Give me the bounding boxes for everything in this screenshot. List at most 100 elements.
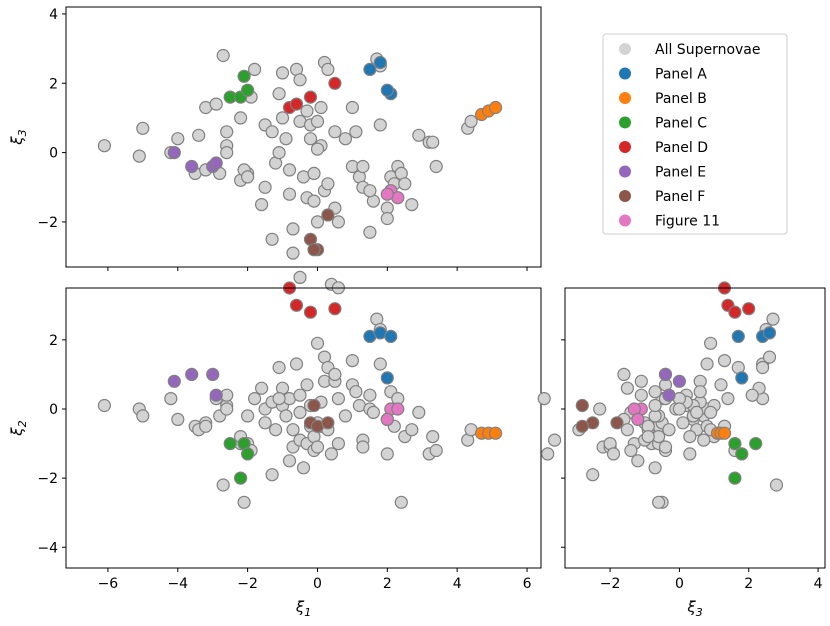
point-all-supernovae-top-36 bbox=[293, 270, 307, 284]
point-all-supernovae-top-42 bbox=[303, 132, 318, 146]
point-panel-b-bottom-left-2 bbox=[489, 426, 503, 440]
point-all-supernovae-top-0 bbox=[97, 139, 112, 153]
ytick-label-bottom-left-1: −2 bbox=[37, 471, 58, 487]
point-panel-f-top-3 bbox=[321, 208, 335, 222]
point-all-supernovae-bottom-left-8 bbox=[199, 419, 213, 433]
point-all-supernovae-bottom-left-57 bbox=[331, 392, 345, 406]
point-all-supernovae-top-76 bbox=[398, 177, 412, 191]
legend-label-4: Panel D bbox=[655, 140, 708, 156]
point-all-supernovae-top-41 bbox=[300, 104, 314, 118]
legend-marker-6 bbox=[619, 190, 631, 202]
point-panel-a-bottom-left-2 bbox=[384, 329, 398, 343]
point-all-supernovae-top-30 bbox=[279, 132, 293, 146]
xtick-label-bottom-left-0: −6 bbox=[98, 576, 119, 592]
point-all-supernovae-bottom-left-32 bbox=[282, 454, 297, 468]
point-all-supernovae-top-62 bbox=[349, 125, 363, 139]
point-all-supernovae-bottom-left-2 bbox=[136, 409, 150, 423]
point-all-supernovae-bottom-right-78 bbox=[690, 405, 704, 419]
ytick-label-bottom-left-3: 2 bbox=[49, 333, 58, 349]
point-all-supernovae-bottom-left-62 bbox=[349, 385, 363, 399]
legend-marker-1 bbox=[619, 67, 631, 80]
point-all-supernovae-bottom-right-41 bbox=[714, 378, 728, 392]
ytick-label-bottom-left-0: −4 bbox=[37, 540, 58, 556]
point-panel-e-bottom-right-3 bbox=[662, 388, 676, 402]
point-all-supernovae-bottom-left-35 bbox=[289, 357, 304, 371]
point-panel-e-top-1 bbox=[185, 159, 199, 174]
point-all-supernovae-top-33 bbox=[286, 222, 300, 236]
point-all-supernovae-bottom-left-34 bbox=[286, 423, 300, 437]
point-all-supernovae-top-9 bbox=[209, 97, 223, 111]
point-all-supernovae-bottom-right-50 bbox=[634, 374, 648, 388]
point-all-supernovae-bottom-right-79 bbox=[683, 447, 697, 461]
point-all-supernovae-bottom-left-59 bbox=[338, 409, 352, 423]
point-panel-f-bottom-right-2 bbox=[575, 398, 589, 413]
point-all-supernovae-bottom-right-80 bbox=[683, 430, 697, 444]
point-all-supernovae-bottom-right-24 bbox=[586, 468, 600, 482]
point-panel-e-bottom-right-0 bbox=[672, 374, 687, 388]
point-all-supernovae-top-27 bbox=[272, 87, 286, 101]
point-all-supernovae-bottom-right-46 bbox=[703, 336, 718, 350]
point-panel-e-top-0 bbox=[167, 146, 181, 160]
xtick-label-bottom-left-2: −2 bbox=[237, 576, 258, 592]
point-all-supernovae-bottom-left-87 bbox=[220, 402, 234, 416]
point-all-supernovae-top-52 bbox=[321, 177, 335, 191]
xlabel-bottom-right: ξ3 bbox=[686, 598, 702, 619]
point-all-supernovae-bottom-left-58 bbox=[331, 437, 345, 451]
point-figure-11-bottom-right-2 bbox=[631, 412, 645, 426]
legend: All Supernovae Panel A Panel B Panel C Panel… bbox=[602, 33, 788, 235]
ylabel-bottom-left: ξ2 bbox=[8, 420, 29, 436]
point-panel-f-bottom-left-2 bbox=[307, 398, 321, 413]
point-all-supernovae-top-44 bbox=[307, 194, 321, 208]
point-all-supernovae-bottom-right-60 bbox=[717, 354, 732, 368]
point-all-supernovae-top-31 bbox=[282, 163, 297, 177]
point-panel-c-bottom-right-3 bbox=[735, 447, 749, 461]
point-all-supernovae-top-4 bbox=[171, 132, 185, 146]
point-all-supernovae-bottom-right-85 bbox=[676, 416, 690, 430]
xtick-label-bottom-left-5: 4 bbox=[453, 576, 462, 592]
point-all-supernovae-top-55 bbox=[328, 125, 342, 139]
point-all-supernovae-top-88 bbox=[363, 184, 377, 198]
point-all-supernovae-top-46 bbox=[310, 114, 325, 129]
point-panel-a-top-0 bbox=[363, 62, 377, 77]
legend-label-2: Panel B bbox=[655, 91, 707, 107]
point-all-supernovae-bottom-right-21 bbox=[620, 381, 635, 395]
point-all-supernovae-top-85 bbox=[310, 142, 325, 156]
point-all-supernovae-top-68 bbox=[373, 118, 387, 132]
point-all-supernovae-top-81 bbox=[429, 159, 443, 174]
ytick-label-bottom-left-2: 0 bbox=[49, 402, 58, 418]
point-all-supernovae-bottom-left-56 bbox=[328, 367, 342, 381]
point-panel-c-top-3 bbox=[241, 83, 255, 97]
point-all-supernovae-top-58 bbox=[331, 215, 345, 229]
legend-marker-7 bbox=[619, 214, 631, 227]
point-all-supernovae-bottom-right-32 bbox=[631, 454, 645, 468]
point-all-supernovae-top-83 bbox=[464, 114, 478, 129]
point-all-supernovae-top-25 bbox=[265, 125, 279, 139]
point-all-supernovae-bottom-left-30 bbox=[279, 409, 293, 423]
point-all-supernovae-top-15 bbox=[234, 111, 248, 125]
point-panel-d-bottom-right-3 bbox=[742, 302, 756, 316]
point-panel-f-top-2 bbox=[307, 243, 321, 257]
point-all-supernovae-bottom-left-20 bbox=[248, 392, 262, 406]
ytick-label-top-1: 0 bbox=[49, 146, 58, 162]
point-all-supernovae-bottom-left-81 bbox=[429, 443, 443, 458]
point-all-supernovae-bottom-right-13 bbox=[769, 478, 784, 492]
point-all-supernovae-top-1 bbox=[132, 149, 146, 163]
point-all-supernovae-bottom-right-72 bbox=[606, 447, 621, 461]
point-all-supernovae-bottom-left-84 bbox=[272, 392, 286, 406]
point-all-supernovae-bottom-left-88 bbox=[363, 388, 377, 402]
point-all-supernovae-bottom-right-37 bbox=[745, 388, 759, 402]
point-all-supernovae-top-2 bbox=[136, 121, 150, 135]
point-all-supernovae-top-45 bbox=[307, 166, 321, 180]
point-all-supernovae-bottom-left-27 bbox=[272, 360, 286, 375]
point-all-supernovae-bottom-right-88 bbox=[634, 388, 648, 402]
xtick-label-bottom-right-3: 4 bbox=[814, 576, 823, 592]
point-panel-d-top-3 bbox=[328, 76, 342, 90]
point-panel-e-bottom-left-3 bbox=[209, 388, 223, 402]
xtick-label-bottom-left-4: 2 bbox=[383, 576, 392, 592]
point-all-supernovae-bottom-left-17 bbox=[237, 495, 251, 509]
point-figure-11-bottom-left-2 bbox=[380, 412, 394, 426]
point-panel-b-bottom-right-2 bbox=[717, 426, 732, 440]
point-panel-d-bottom-right-2 bbox=[728, 305, 742, 319]
point-all-supernovae-top-20 bbox=[248, 62, 262, 77]
point-all-supernovae-bottom-left-75 bbox=[394, 495, 408, 509]
